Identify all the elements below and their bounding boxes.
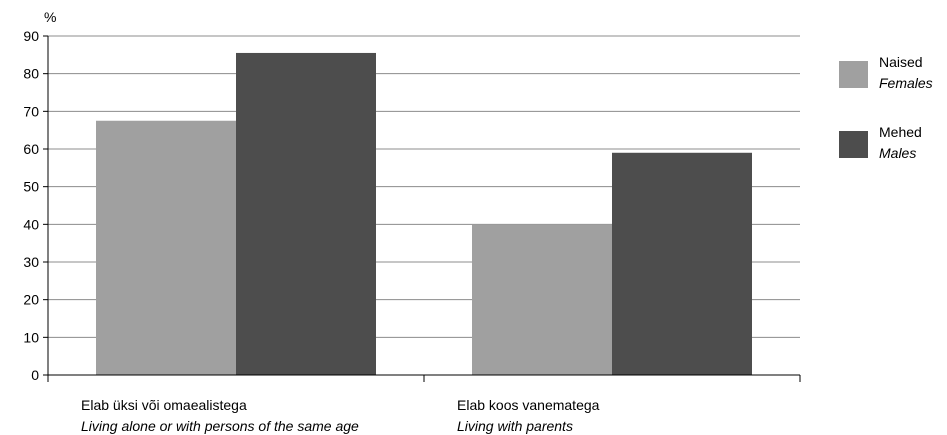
category-label: Elab koos vanematega [457, 397, 600, 413]
y-tick-label: 30 [23, 254, 39, 270]
y-tick-label: 0 [31, 367, 39, 383]
axes [43, 35, 801, 382]
legend: Naised Females Mehed Males [839, 54, 933, 161]
y-tick-label: 90 [23, 28, 39, 44]
category-label-en: Living alone or with persons of the same… [81, 418, 359, 434]
y-axis-unit-label: % [44, 9, 56, 25]
legend-label-en: Females [879, 75, 933, 91]
y-tick-labels: 0 10 20 30 40 50 60 70 80 90 [23, 28, 39, 383]
y-tick-label: 40 [23, 216, 39, 232]
y-tick-label: 10 [23, 329, 39, 345]
legend-label: Naised [879, 54, 923, 70]
legend-label: Mehed [879, 124, 922, 140]
bar-females-1 [96, 120, 236, 375]
bars [96, 52, 752, 375]
category-label-en: Living with parents [457, 418, 573, 434]
category-labels: Elab üksi või omaealistega Living alone o… [81, 397, 600, 434]
y-tick-label: 60 [23, 141, 39, 157]
bar-males-2 [612, 152, 752, 375]
legend-swatch-males [839, 131, 868, 158]
bar-males-1 [236, 52, 376, 375]
y-tick-label: 70 [23, 103, 39, 119]
legend-label-en: Males [879, 145, 916, 161]
y-tick-label: 80 [23, 66, 39, 82]
legend-swatch-females [839, 61, 868, 88]
y-tick-label: 20 [23, 292, 39, 308]
y-tick-label: 50 [23, 179, 39, 195]
category-label: Elab üksi või omaealistega [81, 397, 247, 413]
bar-females-2 [472, 224, 612, 375]
